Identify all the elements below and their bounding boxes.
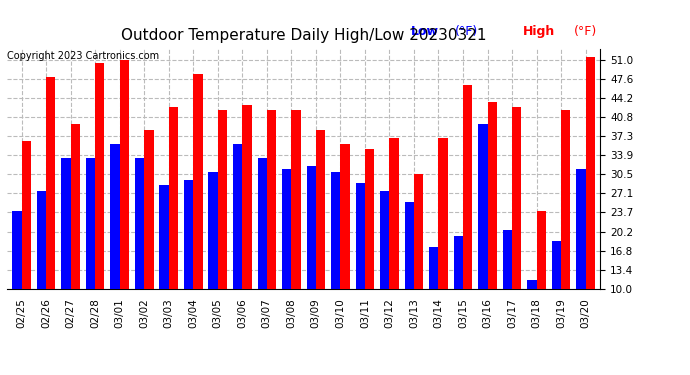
Title: Outdoor Temperature Daily High/Low 20230321: Outdoor Temperature Daily High/Low 20230… [121,28,486,44]
Bar [282,169,291,345]
Bar [365,149,374,345]
Bar [503,230,512,345]
Bar [552,241,561,345]
Bar [331,171,340,345]
Bar [478,124,488,345]
Bar [404,202,414,345]
Bar [414,174,423,345]
Bar [208,171,218,345]
Bar [561,110,571,345]
Bar [12,211,21,345]
Bar [242,105,252,345]
Bar [537,211,546,345]
Bar [144,130,154,345]
Bar [184,180,193,345]
Bar [576,169,586,345]
Bar [429,247,438,345]
Bar [257,158,267,345]
Text: (°F): (°F) [573,26,597,39]
Bar [453,236,463,345]
Text: Low: Low [411,26,438,39]
Bar [95,63,104,345]
Bar [306,166,316,345]
Bar [380,191,389,345]
Bar [169,107,178,345]
Bar [193,74,203,345]
Bar [46,76,55,345]
Bar [233,144,242,345]
Bar [110,144,119,345]
Bar [21,141,31,345]
Bar [291,110,301,345]
Bar [61,158,70,345]
Bar [438,138,448,345]
Text: (°F): (°F) [455,26,478,39]
Bar [316,130,325,345]
Bar [37,191,46,345]
Text: Copyright 2023 Cartronics.com: Copyright 2023 Cartronics.com [7,51,159,61]
Bar [586,57,595,345]
Text: High: High [523,26,555,39]
Bar [512,107,522,345]
Bar [389,138,399,345]
Bar [355,183,365,345]
Bar [135,158,144,345]
Bar [218,110,227,345]
Bar [267,110,276,345]
Bar [463,85,472,345]
Bar [340,144,350,345]
Bar [70,124,80,345]
Bar [488,102,497,345]
Bar [159,186,169,345]
Bar [86,158,95,345]
Bar [119,60,129,345]
Bar [527,280,537,345]
